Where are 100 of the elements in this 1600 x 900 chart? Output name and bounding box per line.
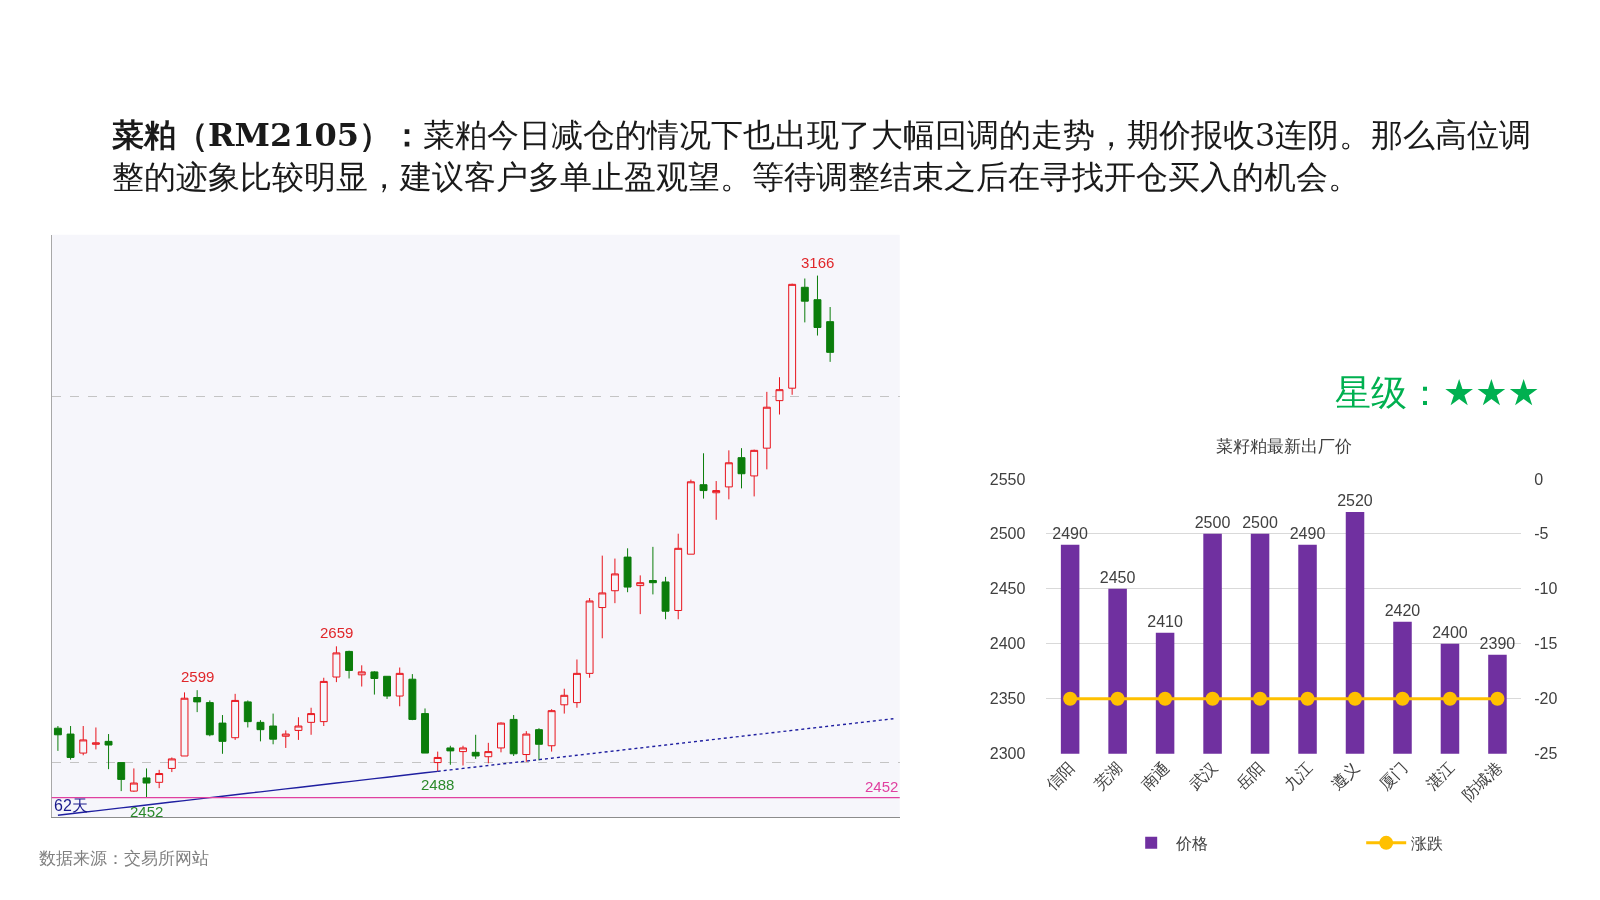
data-label: 2410 <box>1147 612 1183 630</box>
text: 菜粕（RM2105）： <box>111 116 424 154</box>
data-label: 2500 <box>1242 513 1278 531</box>
x-tick-label: 信阳 <box>1042 757 1079 794</box>
candlestick <box>395 667 404 707</box>
candlestick <box>91 726 100 750</box>
data-label: 2490 <box>1052 524 1088 542</box>
annotation: 3166 <box>801 254 835 271</box>
candlestick <box>762 391 771 470</box>
candlestick <box>180 691 189 757</box>
candlestick <box>636 574 645 615</box>
candlestick <box>737 447 746 489</box>
candlestick <box>269 713 278 745</box>
annotation: 2659 <box>320 624 354 641</box>
data-label: 2520 <box>1337 491 1373 509</box>
y-tick-label: 2550 <box>989 470 1026 488</box>
candlestick <box>459 745 467 766</box>
x-tick-label: 湛江 <box>1422 757 1459 794</box>
candlestick <box>535 727 543 761</box>
y2-tick-label: -5 <box>1534 525 1549 543</box>
chart-title: 菜籽粕最新出厂价 <box>1216 436 1352 456</box>
annotation: 2452 <box>130 803 164 820</box>
candlestick <box>826 306 835 363</box>
candlestick <box>433 751 442 772</box>
candlestick <box>661 576 670 620</box>
candlestick <box>712 480 721 521</box>
data-label: 2400 <box>1432 623 1468 641</box>
x-tick-label: 武汉 <box>1184 757 1222 794</box>
candlestick <box>800 278 809 323</box>
candlestick <box>53 725 62 752</box>
candlestick <box>345 650 354 679</box>
candlestick <box>294 716 303 741</box>
candlestick <box>484 742 493 764</box>
data-label: 2390 <box>1479 634 1516 652</box>
candlestick <box>522 730 531 763</box>
x-tick-label: 防城港 <box>1458 757 1506 806</box>
candlestick <box>598 555 607 639</box>
candlestick <box>117 762 126 792</box>
data-label: 2450 <box>1099 568 1136 586</box>
candlestick <box>66 725 75 761</box>
candlestick <box>724 449 733 500</box>
candlestick <box>383 675 392 700</box>
x-tick-label: 厦门 <box>1374 757 1411 794</box>
data-label: 2420 <box>1384 601 1421 619</box>
ref-line-label: 2452 <box>865 778 899 795</box>
candlestick <box>560 688 569 715</box>
candlestick <box>610 558 619 604</box>
data-label: 2490 <box>1289 524 1326 542</box>
candlestick <box>421 707 429 754</box>
y2-tick-label: 0 <box>1534 470 1544 488</box>
candlestick <box>775 376 784 416</box>
candlestick <box>813 275 822 337</box>
candlestick <box>319 677 328 727</box>
y-tick-label: 2400 <box>989 635 1026 653</box>
candlestick <box>623 547 632 593</box>
candlestick <box>408 673 417 721</box>
annotation: 2488 <box>421 776 455 793</box>
y2-tick-label: -15 <box>1534 635 1558 653</box>
annotation: 2599 <box>181 668 215 685</box>
candlestick <box>129 767 138 793</box>
candlestick <box>370 670 379 696</box>
candlestick <box>446 745 455 766</box>
y-tick-label: 2300 <box>989 745 1026 763</box>
x-tick-label: 岳阳 <box>1232 757 1269 794</box>
candlestick <box>243 699 252 728</box>
x-tick-label: 九江 <box>1279 757 1317 794</box>
candlestick <box>79 725 88 756</box>
candlestick <box>205 699 214 737</box>
text: 星级：★★★ <box>1335 372 1540 413</box>
candlestick <box>357 664 366 688</box>
candlestick <box>497 721 505 753</box>
candlestick <box>142 767 151 799</box>
candlestick <box>509 714 518 757</box>
legend-label: 涨跌 <box>1411 834 1444 854</box>
candlestick <box>699 452 708 500</box>
candlestick <box>471 734 480 760</box>
x-tick-label: 遵义 <box>1327 757 1364 794</box>
candlestick <box>218 714 227 755</box>
candlestick <box>572 658 581 709</box>
source-note: 数据来源：交易所网站 <box>39 848 209 868</box>
candlestick <box>686 479 695 555</box>
data-label: 2500 <box>1194 513 1231 531</box>
x-tick-label: 南通 <box>1137 757 1174 794</box>
candlestick <box>547 708 556 753</box>
candlestick <box>648 546 657 595</box>
candlestick <box>332 645 341 683</box>
candlestick <box>307 707 316 736</box>
y-tick-label: 2350 <box>989 690 1026 708</box>
legend-label: 价格 <box>1175 834 1209 854</box>
y2-tick-label: -10 <box>1534 580 1558 598</box>
x-tick-label: 芜湖 <box>1090 757 1127 794</box>
candlestick <box>750 449 759 497</box>
candlestick <box>104 733 113 770</box>
candlestick <box>256 719 265 742</box>
candlestick <box>155 769 164 789</box>
candlestick <box>281 729 290 749</box>
y2-tick-label: -25 <box>1534 745 1558 763</box>
candlestick <box>674 533 683 620</box>
candlestick <box>167 756 176 773</box>
candlestick <box>231 693 240 741</box>
